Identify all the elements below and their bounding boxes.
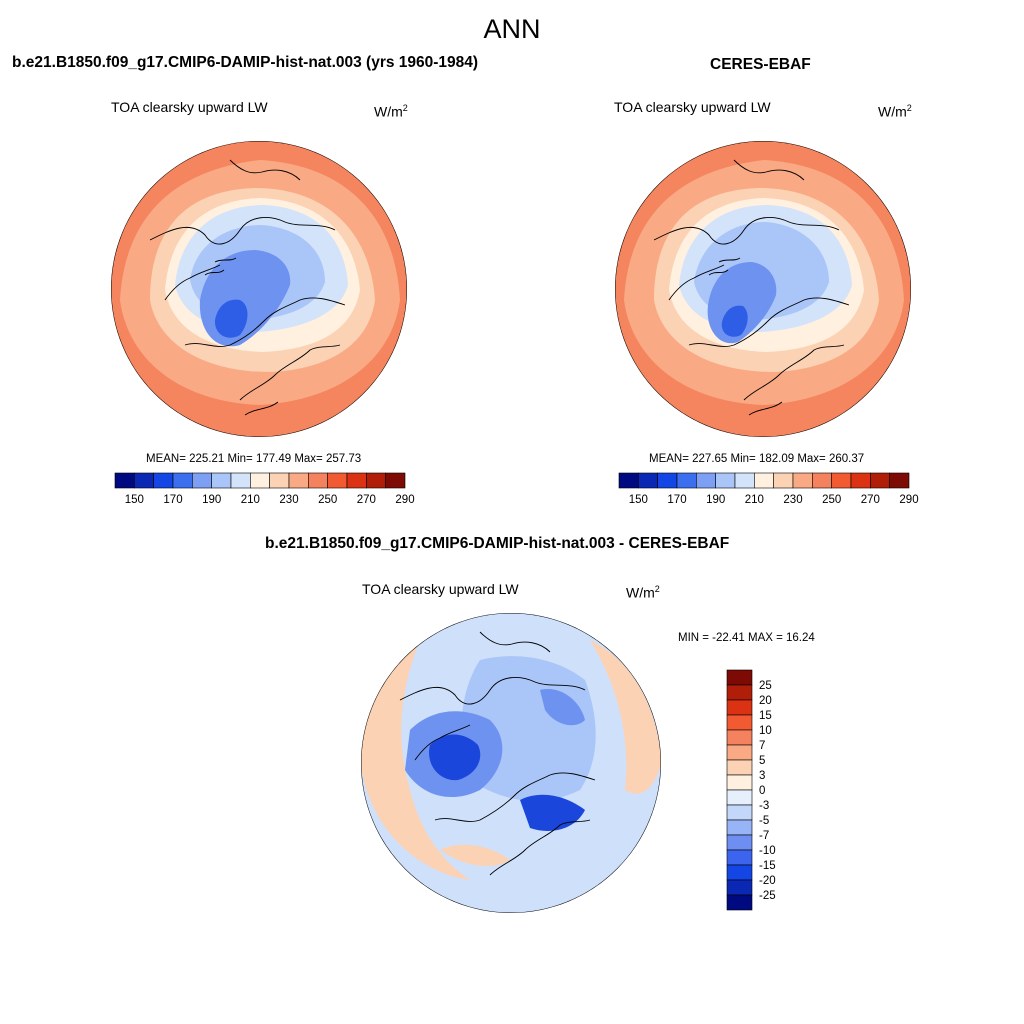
diff-colorbar-tick: 0 <box>759 785 765 797</box>
diff-colorbar-tick: -20 <box>759 875 776 887</box>
obs-colorbar-box <box>850 472 871 489</box>
diff-units-label: W/m2 <box>626 584 660 601</box>
model-polar-map <box>111 141 407 437</box>
obs-colorbar-box <box>889 472 910 489</box>
obs-colorbar-box <box>734 472 755 489</box>
diff-panel-heading: b.e21.B1850.f09_g17.CMIP6-DAMIP-hist-nat… <box>265 535 730 552</box>
model-colorbar-tick: 290 <box>395 494 414 506</box>
model-colorbar-tick: 190 <box>202 494 221 506</box>
obs-colorbar: 150 170 190 210 230 250 270 290 <box>618 472 919 506</box>
diff-colorbar-box <box>726 834 753 851</box>
obs-colorbar-box <box>870 472 890 489</box>
obs-colorbar-box <box>676 472 697 489</box>
obs-stats: MEAN= 227.65 Min= 182.09 Max= 260.37 <box>649 453 865 465</box>
model-units-label: W/m2 <box>374 103 408 120</box>
obs-colorbar-tick: 210 <box>745 494 764 506</box>
diff-colorbar-tick: 3 <box>759 770 765 782</box>
diff-colorbar-tick: 5 <box>759 755 765 767</box>
diff-colorbar-box <box>726 714 753 731</box>
obs-colorbar-tick: 270 <box>861 494 880 506</box>
model-colorbar-box <box>308 472 328 489</box>
model-colorbar-box <box>192 472 212 489</box>
diff-variable-label: TOA clearsky upward LW <box>362 581 519 597</box>
model-variable-label: TOA clearsky upward LW <box>111 99 268 115</box>
diff-colorbar-box <box>726 684 753 701</box>
model-colorbar-tick: 210 <box>241 494 260 506</box>
diff-colorbar-box <box>726 789 753 806</box>
obs-polar-map <box>615 141 911 437</box>
diff-colorbar-tick: -25 <box>759 890 776 902</box>
model-colorbar-box <box>153 472 174 489</box>
diff-stats: MIN = -22.41 MAX = 16.24 <box>678 632 815 644</box>
model-colorbar-box <box>346 472 367 489</box>
diff-colorbar-box <box>726 849 753 866</box>
obs-colorbar-box <box>715 472 736 489</box>
obs-colorbar-box <box>812 472 832 489</box>
model-colorbar-box <box>385 472 406 489</box>
diff-polar-map <box>361 613 661 913</box>
model-colorbar-box <box>211 472 232 489</box>
diff-colorbar-box <box>726 864 753 881</box>
diff-colorbar-tick: 15 <box>759 710 772 722</box>
obs-colorbar-box <box>831 472 852 489</box>
diff-colorbar-tick: -7 <box>759 830 769 842</box>
obs-colorbar-box <box>618 472 639 489</box>
diff-colorbar-tick: 10 <box>759 725 772 737</box>
diff-colorbar: 25 20 15 10 7 5 3 0 -3 -5 -7 -10 -15 -20 -25 <box>726 669 776 911</box>
diff-colorbar-tick: 20 <box>759 695 772 707</box>
model-colorbar-box <box>327 472 348 489</box>
obs-variable-label: TOA clearsky upward LW <box>614 99 771 115</box>
obs-colorbar-tick: 150 <box>629 494 648 506</box>
model-panel-heading: b.e21.B1850.f09_g17.CMIP6-DAMIP-hist-nat… <box>12 54 479 71</box>
model-colorbar-box <box>269 472 290 489</box>
obs-colorbar-tick: 290 <box>899 494 918 506</box>
obs-panel-heading: CERES-EBAF <box>710 56 811 73</box>
obs-colorbar-box <box>696 472 716 489</box>
obs-colorbar-box <box>792 472 813 489</box>
obs-colorbar-tick: 190 <box>706 494 725 506</box>
obs-colorbar-box <box>638 472 658 489</box>
diff-colorbar-tick: -5 <box>759 815 769 827</box>
model-colorbar-box <box>172 472 193 489</box>
model-colorbar-tick: 150 <box>125 494 144 506</box>
diff-colorbar-box <box>726 819 753 836</box>
diff-colorbar-box <box>726 729 753 746</box>
diff-colorbar-box <box>726 699 753 716</box>
diff-colorbar-box <box>726 804 753 821</box>
model-colorbar-box <box>250 472 270 489</box>
obs-colorbar-box <box>773 472 794 489</box>
diff-colorbar-box <box>726 759 753 776</box>
obs-colorbar-tick: 230 <box>783 494 802 506</box>
obs-colorbar-tick: 170 <box>667 494 686 506</box>
model-colorbar-box <box>288 472 309 489</box>
obs-colorbar-box <box>657 472 678 489</box>
obs-units-label: W/m2 <box>878 103 912 120</box>
diff-colorbar-tick: 25 <box>759 680 772 692</box>
diff-colorbar-box <box>726 744 753 761</box>
diff-colorbar-box <box>726 669 753 686</box>
diff-colorbar-tick: -3 <box>759 800 769 812</box>
diff-colorbar-tick: 7 <box>759 740 765 752</box>
model-colorbar-tick: 230 <box>279 494 298 506</box>
model-colorbar-box <box>366 472 386 489</box>
model-colorbar-box <box>230 472 251 489</box>
diff-colorbar-tick: -10 <box>759 845 776 857</box>
model-colorbar-box <box>134 472 154 489</box>
diff-colorbar-box <box>726 879 753 896</box>
diff-colorbar-box <box>726 774 753 791</box>
obs-colorbar-tick: 250 <box>822 494 841 506</box>
diff-colorbar-box <box>726 894 753 911</box>
model-colorbar-tick: 250 <box>318 494 337 506</box>
model-colorbar-box <box>114 472 135 489</box>
model-colorbar: 150 170 190 210 230 250 270 290 <box>114 472 415 506</box>
model-colorbar-tick: 170 <box>163 494 182 506</box>
obs-colorbar-box <box>754 472 774 489</box>
model-colorbar-tick: 270 <box>357 494 376 506</box>
model-stats: MEAN= 225.21 Min= 177.49 Max= 257.73 <box>146 453 362 465</box>
page-title: ANN <box>483 14 541 44</box>
diff-colorbar-tick: -15 <box>759 860 776 872</box>
